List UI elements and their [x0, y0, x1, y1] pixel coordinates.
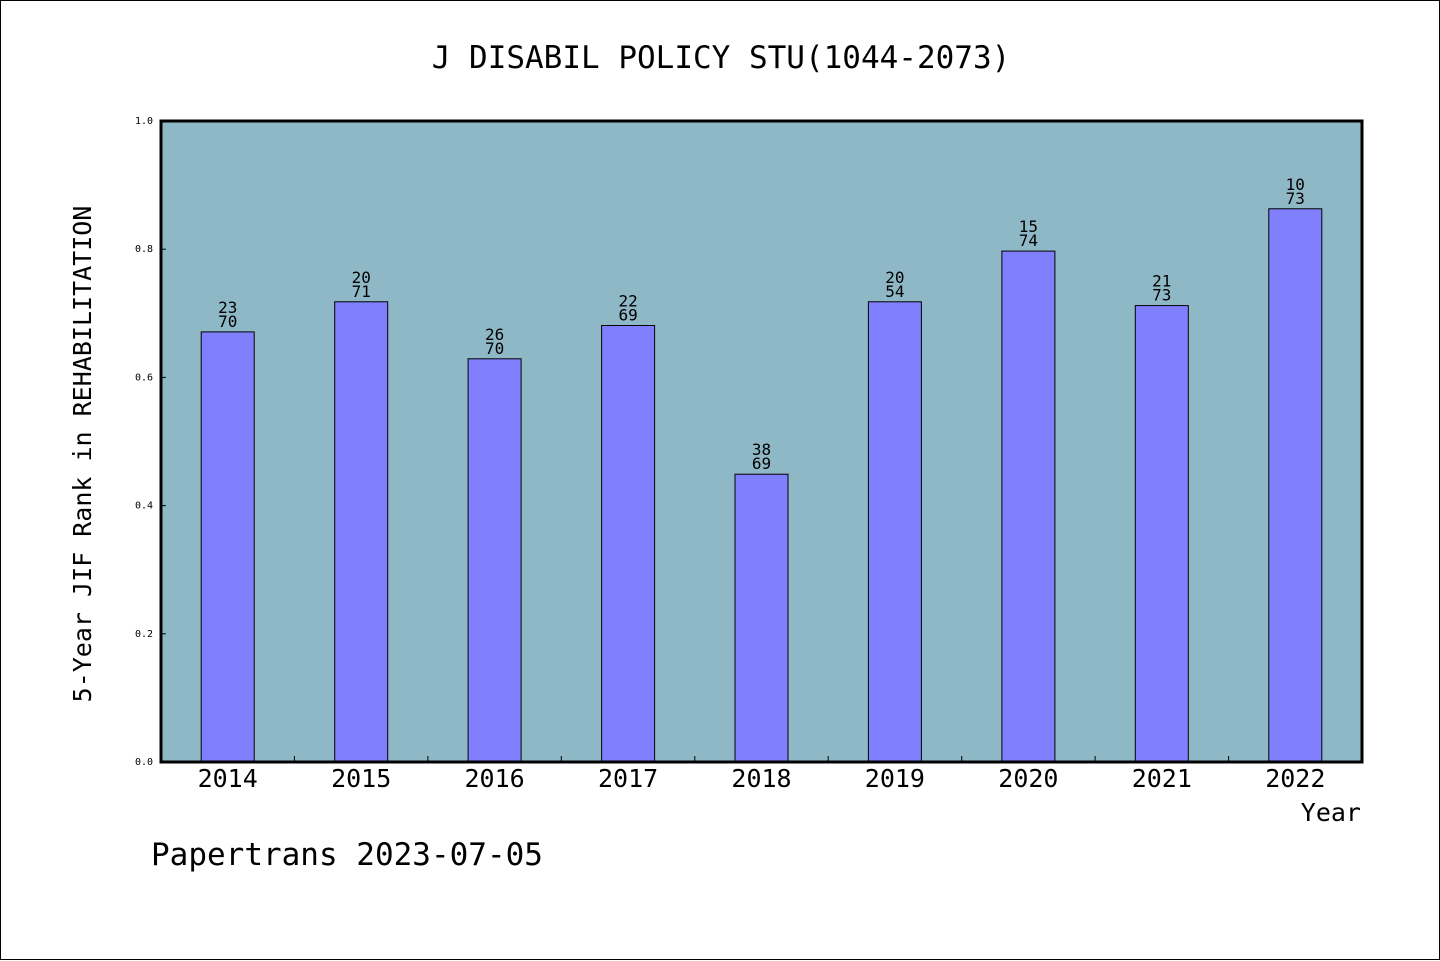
- data-label-total-2021: 73: [1152, 286, 1171, 305]
- bar-2018: [734, 473, 789, 763]
- x-tick-label-2020: 2020: [998, 764, 1058, 793]
- y-axis: 0.0 0.2 0.4 0.6 0.8 1.0: [135, 116, 166, 768]
- bar-2016: [467, 358, 522, 763]
- x-tick-label-2015: 2015: [331, 764, 391, 793]
- watermark-text: Papertrans 2023-07-05: [151, 837, 543, 873]
- y-tick-label-0.0: 0.0: [135, 757, 153, 768]
- bar-2020: [1001, 250, 1056, 763]
- data-label-total-2016: 70: [485, 339, 504, 358]
- data-label-rank-2018: 38: [752, 440, 771, 459]
- bar-2019: [867, 301, 922, 763]
- data-label-rank-2015: 20: [352, 268, 371, 287]
- data-label-rank-2021: 21: [1152, 272, 1171, 291]
- x-tick-label-2014: 2014: [198, 764, 258, 793]
- y-tick-label-0.6: 0.6: [135, 372, 153, 383]
- bars-layer: [200, 208, 1323, 763]
- data-label-rank-2019: 20: [885, 268, 904, 287]
- data-label-total-2020: 74: [1019, 231, 1038, 250]
- x-tick-label-2016: 2016: [464, 764, 524, 793]
- data-label-total-2018: 69: [752, 454, 771, 473]
- y-tick-label-0.8: 0.8: [135, 244, 153, 255]
- y-tick-label-0.2: 0.2: [135, 629, 153, 640]
- bar-2022: [1268, 208, 1323, 763]
- x-tick-label-2018: 2018: [731, 764, 791, 793]
- x-tick-label-2021: 2021: [1132, 764, 1192, 793]
- data-label-rank-2014: 23: [218, 298, 237, 317]
- bar-2021: [1134, 305, 1189, 763]
- bar-2017: [601, 325, 656, 763]
- y-tick-label-0.4: 0.4: [135, 501, 153, 512]
- y-axis-label: 5-Year JIF Rank in REHABILITATION: [68, 206, 97, 703]
- data-label-rank-2017: 22: [618, 292, 637, 311]
- x-axis-label: Year: [1301, 798, 1361, 827]
- data-label-rank-2016: 26: [485, 325, 504, 344]
- x-axis: 2014 2015 2016 2017 2018 2019 2020 2021 2022: [198, 756, 1325, 793]
- x-tick-label-2022: 2022: [1265, 764, 1325, 793]
- x-tick-label-2019: 2019: [865, 764, 925, 793]
- bar-2015: [334, 301, 389, 763]
- data-label-total-2014: 70: [218, 312, 237, 331]
- y-tick-label-1.0: 1.0: [135, 116, 153, 127]
- data-label-total-2019: 54: [885, 282, 904, 301]
- data-label-rank-2022: 10: [1286, 175, 1305, 194]
- data-label-total-2015: 71: [352, 282, 371, 301]
- chart-title: J DISABIL POLICY STU(1044-2073): [432, 40, 1011, 76]
- data-label-total-2022: 73: [1286, 189, 1305, 208]
- data-label-total-2017: 69: [618, 306, 637, 325]
- bar-2014: [200, 331, 255, 763]
- data-label-rank-2020: 15: [1019, 217, 1038, 236]
- plot-frame: [159, 119, 1364, 764]
- x-tick-label-2017: 2017: [598, 764, 658, 793]
